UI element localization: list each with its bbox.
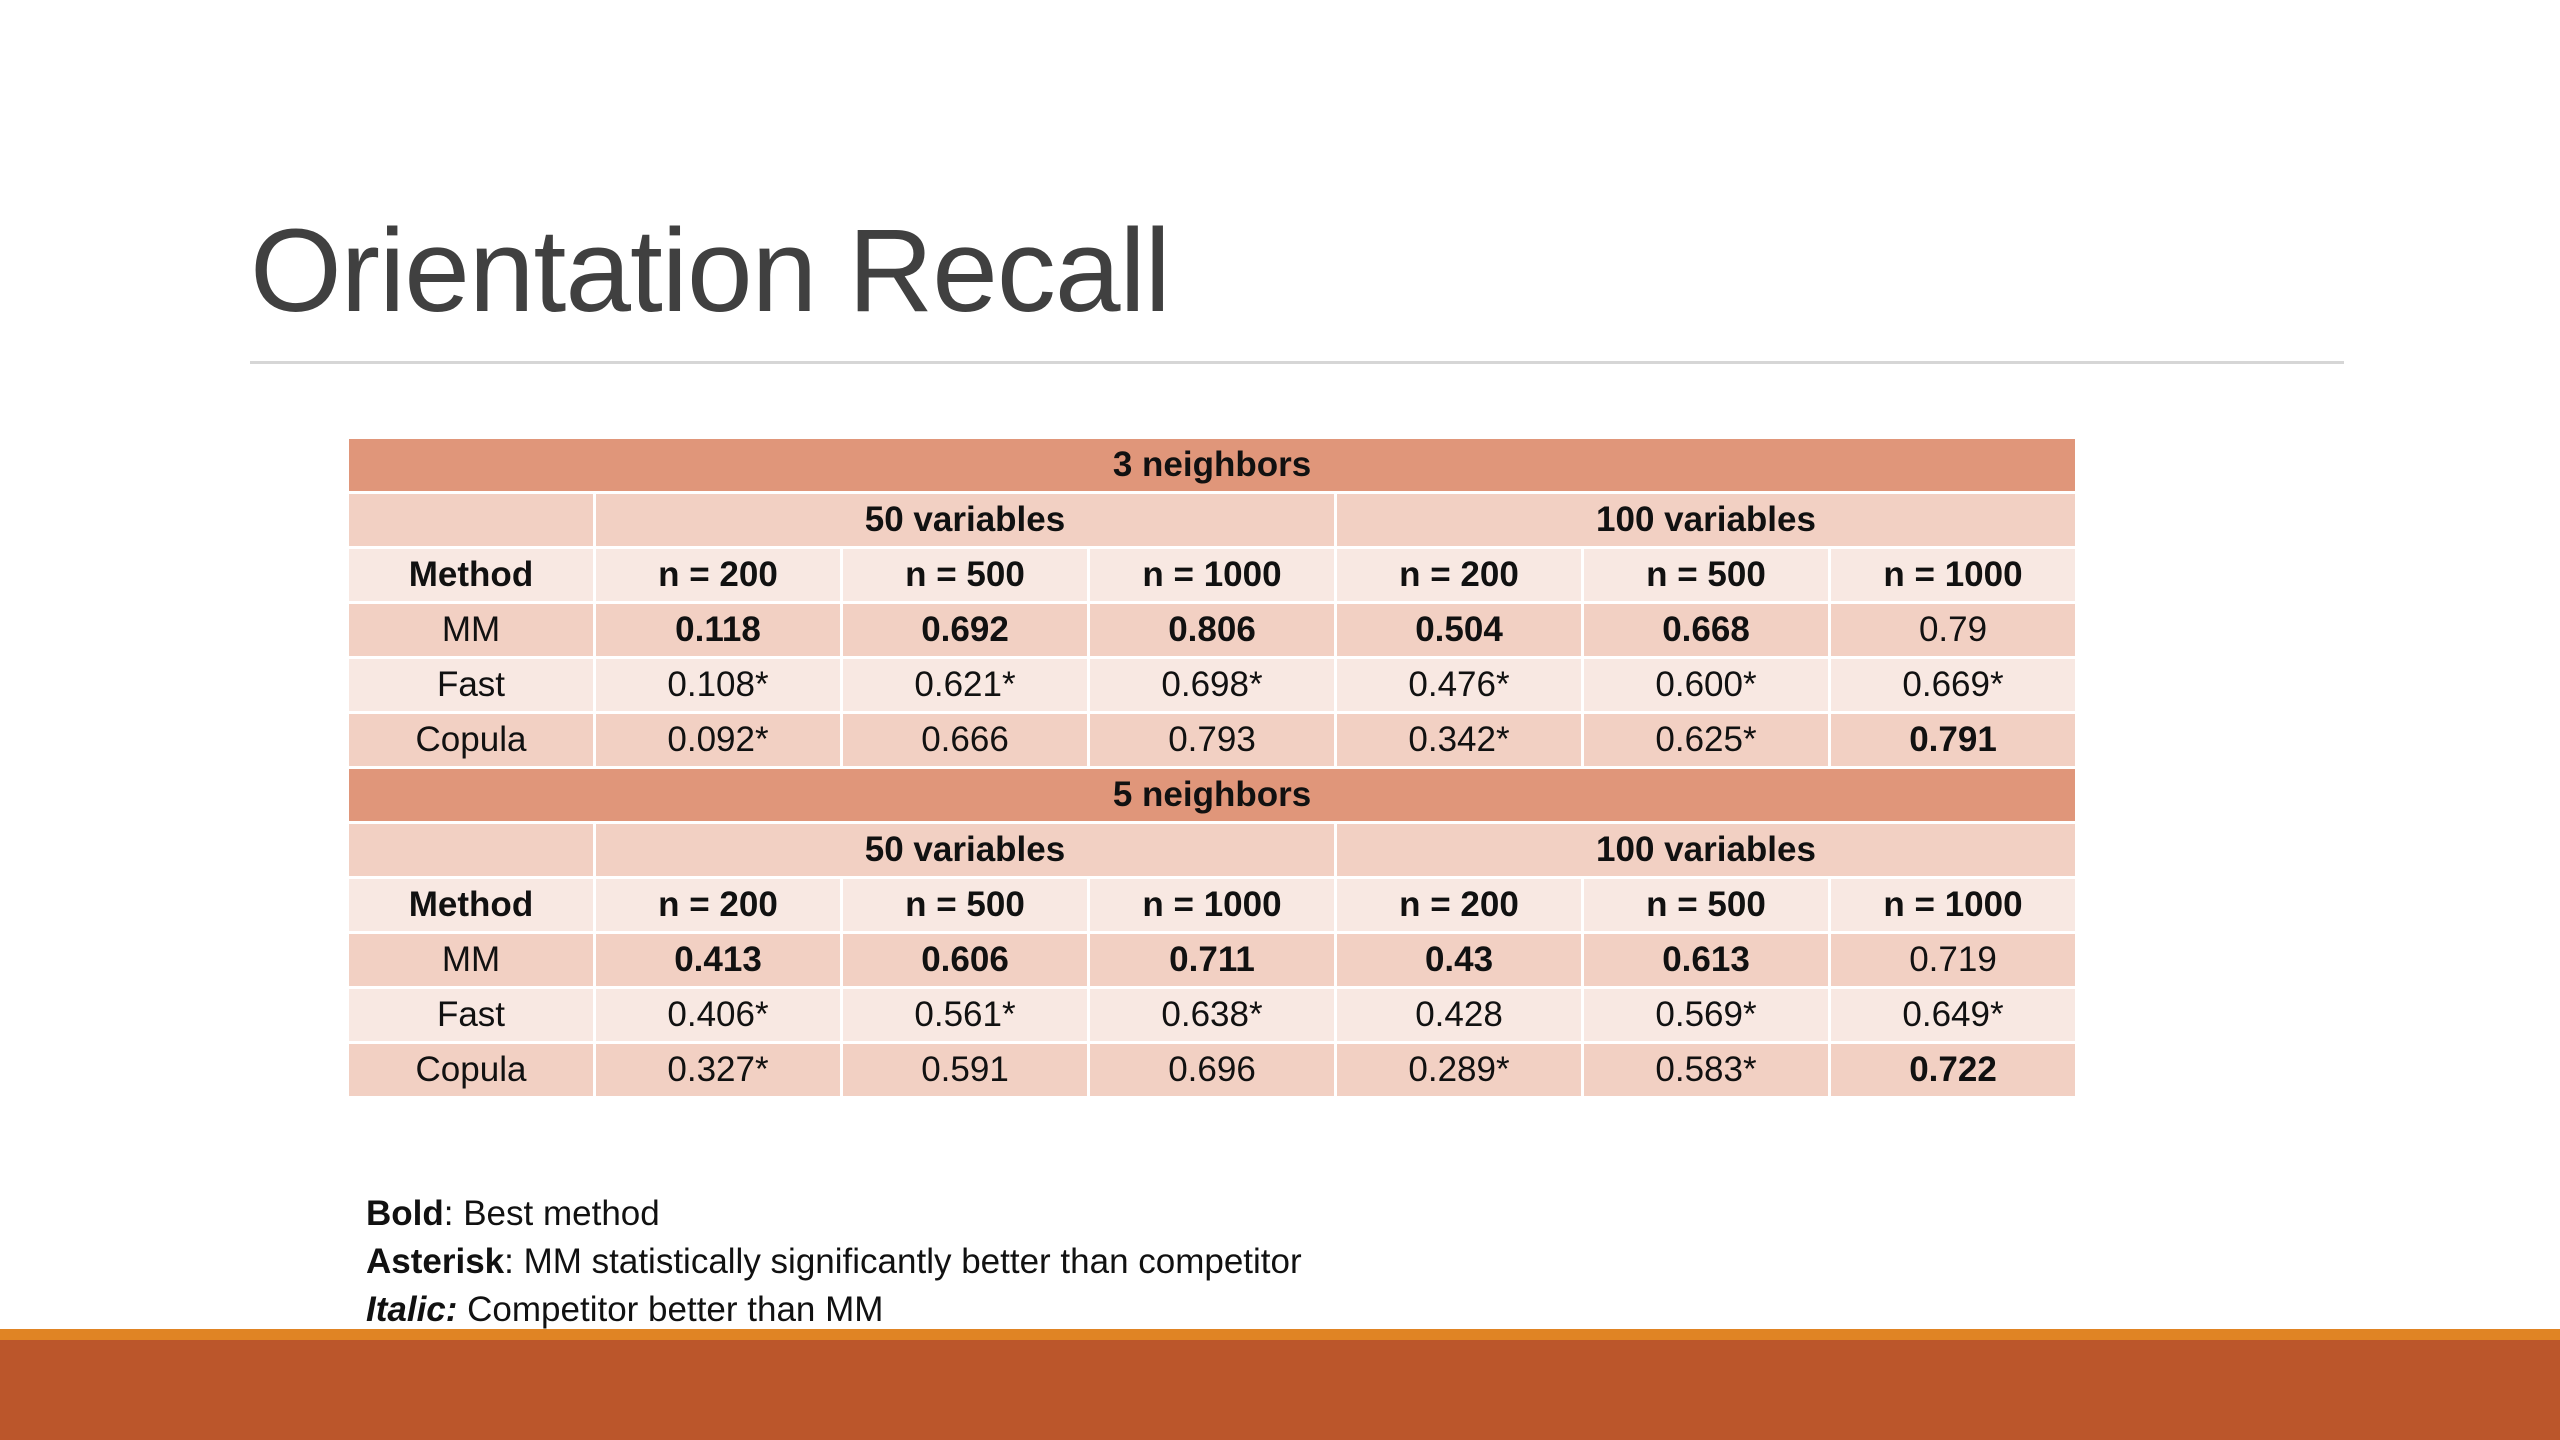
results-table: 3 neighbors 50 variables 100 variables M… (346, 436, 2078, 1099)
section-band-5-neighbors: 5 neighbors (349, 769, 2075, 821)
value-cell: 0.791 (1831, 714, 2075, 766)
value-cell: 0.561* (843, 989, 1087, 1041)
group-header-50-variables: 50 variables (596, 824, 1334, 876)
column-header-row: Method n = 200 n = 500 n = 1000 n = 200 … (349, 549, 2075, 601)
value-cell: 0.476* (1337, 659, 1581, 711)
value-cell: 0.092* (596, 714, 840, 766)
column-header: n = 500 (843, 549, 1087, 601)
column-header: n = 200 (1337, 879, 1581, 931)
value-cell: 0.806 (1090, 604, 1334, 656)
value-cell: 0.722 (1831, 1044, 2075, 1096)
legend-italic-text: Competitor better than MM (457, 1290, 884, 1329)
value-cell: 0.649* (1831, 989, 2075, 1041)
table-row-copula: Copula 0.092* 0.666 0.793 0.342* 0.625* … (349, 714, 2075, 766)
column-header-method: Method (349, 549, 593, 601)
value-cell: 0.583* (1584, 1044, 1828, 1096)
method-cell: Fast (349, 989, 593, 1041)
value-cell: 0.406* (596, 989, 840, 1041)
value-cell: 0.289* (1337, 1044, 1581, 1096)
value-cell: 0.43 (1337, 934, 1581, 986)
column-header: n = 200 (596, 879, 840, 931)
value-cell: 0.698* (1090, 659, 1334, 711)
value-cell: 0.428 (1337, 989, 1581, 1041)
method-cell: Copula (349, 714, 593, 766)
slide-title: Orientation Recall (250, 205, 1171, 337)
value-cell: 0.108* (596, 659, 840, 711)
method-cell: Copula (349, 1044, 593, 1096)
value-cell: 0.793 (1090, 714, 1334, 766)
group-header-row: 50 variables 100 variables (349, 824, 2075, 876)
legend-bold-key: Bold (366, 1194, 444, 1233)
legend-asterisk-key: Asterisk (366, 1242, 505, 1281)
footer-accent-line (0, 1329, 2560, 1340)
legend-line-bold: Bold: Best method (366, 1190, 1302, 1238)
group-header-row: 50 variables 100 variables (349, 494, 2075, 546)
group-header-100-variables: 100 variables (1337, 494, 2075, 546)
table-row-mm: MM 0.118 0.692 0.806 0.504 0.668 0.79 (349, 604, 2075, 656)
method-cell: MM (349, 934, 593, 986)
value-cell: 0.342* (1337, 714, 1581, 766)
section-band-row: 3 neighbors (349, 439, 2075, 491)
value-cell: 0.413 (596, 934, 840, 986)
value-cell: 0.668 (1584, 604, 1828, 656)
column-header-method: Method (349, 879, 593, 931)
value-cell: 0.79 (1831, 604, 2075, 656)
method-cell: MM (349, 604, 593, 656)
value-cell: 0.719 (1831, 934, 2075, 986)
legend-asterisk-text: : MM statistically significantly better … (504, 1242, 1302, 1281)
value-cell: 0.569* (1584, 989, 1828, 1041)
column-header: n = 1000 (1090, 549, 1334, 601)
column-header: n = 1000 (1090, 879, 1334, 931)
column-header: n = 200 (1337, 549, 1581, 601)
value-cell: 0.606 (843, 934, 1087, 986)
value-cell: 0.504 (1337, 604, 1581, 656)
value-cell: 0.696 (1090, 1044, 1334, 1096)
value-cell: 0.638* (1090, 989, 1334, 1041)
column-header: n = 200 (596, 549, 840, 601)
legend-bold-text: : Best method (443, 1194, 660, 1233)
value-cell: 0.669* (1831, 659, 2075, 711)
legend-italic-key: Italic: (366, 1290, 458, 1329)
value-cell: 0.118 (596, 604, 840, 656)
column-header: n = 500 (1584, 549, 1828, 601)
title-divider (250, 361, 2344, 364)
value-cell: 0.591 (843, 1044, 1087, 1096)
value-cell: 0.600* (1584, 659, 1828, 711)
section-band-3-neighbors: 3 neighbors (349, 439, 2075, 491)
value-cell: 0.625* (1584, 714, 1828, 766)
column-header: n = 500 (1584, 879, 1828, 931)
group-header-50-variables: 50 variables (596, 494, 1334, 546)
value-cell: 0.692 (843, 604, 1087, 656)
value-cell: 0.711 (1090, 934, 1334, 986)
column-header-row: Method n = 200 n = 500 n = 1000 n = 200 … (349, 879, 2075, 931)
table-row-fast: Fast 0.108* 0.621* 0.698* 0.476* 0.600* … (349, 659, 2075, 711)
value-cell: 0.613 (1584, 934, 1828, 986)
column-header: n = 1000 (1831, 549, 2075, 601)
column-header: n = 500 (843, 879, 1087, 931)
group-header-empty (349, 824, 593, 876)
group-header-empty (349, 494, 593, 546)
value-cell: 0.621* (843, 659, 1087, 711)
value-cell: 0.327* (596, 1044, 840, 1096)
table-row-fast: Fast 0.406* 0.561* 0.638* 0.428 0.569* 0… (349, 989, 2075, 1041)
section-band-row: 5 neighbors (349, 769, 2075, 821)
legend-line-asterisk: Asterisk: MM statistically significantly… (366, 1238, 1302, 1286)
column-header: n = 1000 (1831, 879, 2075, 931)
value-cell: 0.666 (843, 714, 1087, 766)
table-row-mm: MM 0.413 0.606 0.711 0.43 0.613 0.719 (349, 934, 2075, 986)
method-cell: Fast (349, 659, 593, 711)
legend-line-italic: Italic: Competitor better than MM (366, 1286, 1302, 1334)
group-header-100-variables: 100 variables (1337, 824, 2075, 876)
footer-bar (0, 1340, 2560, 1440)
legend: Bold: Best method Asterisk: MM statistic… (366, 1190, 1302, 1334)
table-row-copula: Copula 0.327* 0.591 0.696 0.289* 0.583* … (349, 1044, 2075, 1096)
